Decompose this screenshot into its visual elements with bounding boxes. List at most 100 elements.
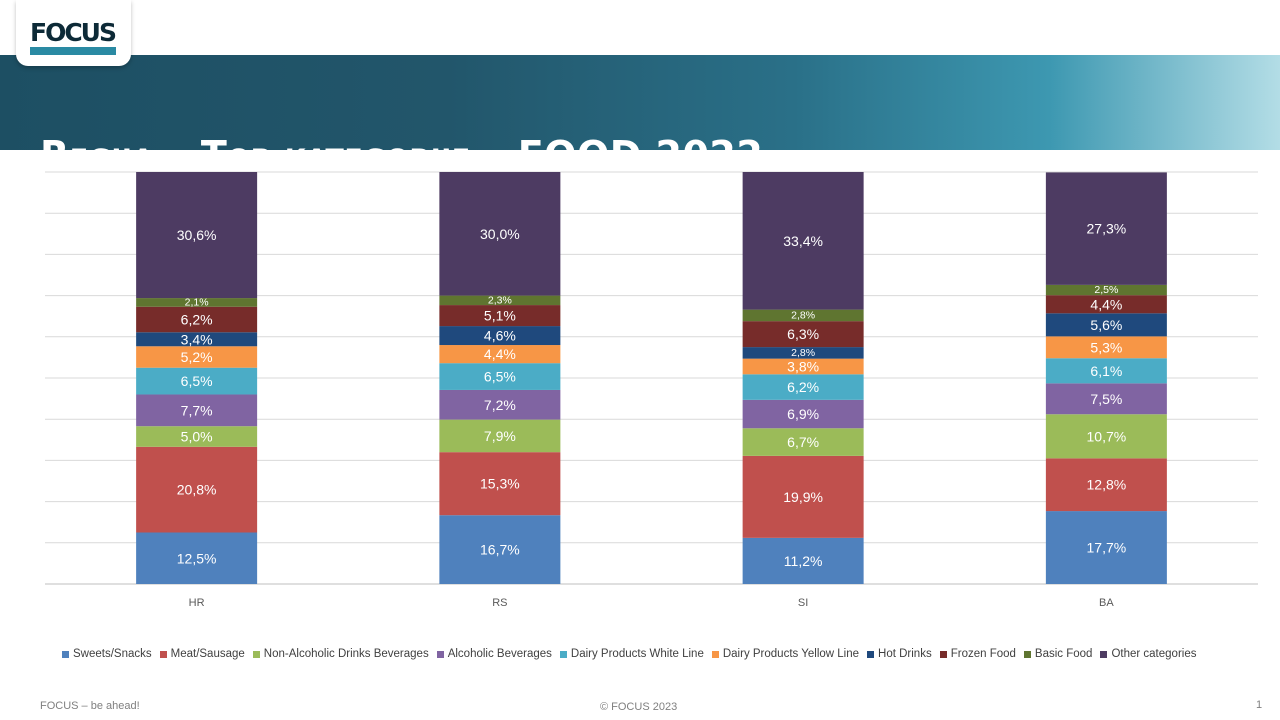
data-label: 2,8% — [791, 347, 815, 359]
data-label: 16,7% — [480, 542, 520, 558]
bar-segment — [439, 305, 561, 327]
data-label: 33,4% — [783, 233, 823, 249]
legend-item: Sweets/Snacks — [62, 648, 152, 660]
bar-segment — [742, 172, 864, 310]
bar-segment — [439, 363, 561, 390]
data-label: 7,9% — [484, 428, 516, 444]
legend-swatch — [1100, 650, 1108, 658]
data-label: 7,7% — [181, 402, 213, 418]
data-label: 3,8% — [787, 358, 819, 374]
bar-segment — [136, 332, 258, 347]
bar-segment — [1045, 511, 1167, 584]
bar-segment — [1045, 284, 1167, 296]
data-label: 11,2% — [784, 553, 823, 569]
x-tick-label: SI — [798, 597, 808, 609]
bar-segment — [742, 309, 864, 322]
legend-label: Other categories — [1111, 648, 1197, 660]
bar-segment — [742, 455, 864, 538]
bar-segment — [439, 419, 561, 453]
page-number: 1 — [1256, 699, 1263, 711]
bar-segment — [136, 346, 258, 368]
legend-item: Hot Drinks — [867, 648, 932, 660]
legend-item: Frozen Food — [939, 648, 1016, 660]
bar-segment — [439, 326, 561, 346]
bar-segment — [1045, 383, 1167, 415]
footer-slogan: FOCUS – be ahead! — [40, 700, 140, 712]
bar-segment — [136, 306, 258, 333]
data-label: 6,5% — [484, 369, 516, 385]
data-label: 6,2% — [787, 379, 819, 395]
bar-segment — [742, 428, 864, 456]
bar-segment — [439, 295, 561, 306]
legend-swatch — [62, 650, 69, 658]
legend-item: Dairy Products White Line — [559, 648, 704, 660]
legend-swatch — [867, 650, 875, 658]
data-label: 12,8% — [1087, 477, 1127, 493]
bar-segment — [439, 515, 561, 584]
bar-segment — [742, 374, 864, 400]
data-label: 19,9% — [783, 489, 823, 505]
data-label: 6,5% — [181, 373, 213, 389]
data-label: 4,6% — [484, 328, 516, 344]
logo-text: FOCUS — [30, 18, 117, 47]
data-label: 20,8% — [177, 482, 217, 498]
bar-segment — [742, 347, 864, 359]
legend-swatch — [252, 650, 260, 658]
bar-segment — [136, 172, 258, 299]
legend-item: Non-Alcoholic Drinks Beverages — [252, 648, 429, 660]
bar-segment — [1045, 358, 1167, 384]
legend-swatch — [939, 650, 947, 658]
legend-item: Other categories — [1100, 648, 1196, 660]
footer-copyright: © FOCUS 2023 — [600, 701, 678, 713]
bar-segment — [742, 537, 864, 584]
legend-swatch — [711, 650, 719, 658]
bar-segment — [742, 358, 864, 375]
data-label: 5,3% — [1090, 339, 1122, 355]
bar-segment — [1045, 313, 1167, 337]
data-label: 4,4% — [1090, 296, 1122, 312]
bar-segment — [742, 321, 864, 348]
bar-segment — [136, 446, 258, 533]
legend-item: Dairy Products Yellow Line — [711, 648, 859, 660]
chart-legend: Sweets/Snacks Meat/Sausage Non-Alcoholic D… — [62, 646, 1204, 662]
legend-swatch — [436, 650, 444, 658]
data-label: 6,7% — [787, 434, 819, 450]
x-tick-label: HR — [189, 597, 205, 609]
legend-label: Meat/Sausage — [170, 648, 245, 660]
legend-label: Frozen Food — [950, 648, 1016, 660]
data-label: 2,1% — [185, 296, 209, 308]
bar-segment — [439, 172, 561, 296]
data-label: 30,6% — [177, 227, 217, 243]
legend-label: Hot Drinks — [878, 648, 932, 660]
data-label: 10,7% — [1087, 428, 1127, 444]
data-label: 7,2% — [484, 397, 516, 413]
legend-swatch — [559, 650, 567, 658]
data-label: 3,4% — [181, 331, 213, 347]
page-title: Regija – Top kategorije – FOOD 2022. — [40, 133, 779, 177]
title-banner: Regija – Top kategorije – FOOD 2022. Baz… — [0, 55, 1280, 196]
data-label: 5,6% — [1090, 317, 1122, 333]
x-tick-label: BA — [1099, 597, 1114, 609]
legend-swatch — [1023, 650, 1031, 658]
bar-segment — [439, 452, 561, 516]
data-label: 2,8% — [791, 309, 815, 321]
legend-item: Alcoholic Beverages — [436, 648, 552, 660]
data-label: 30,0% — [480, 226, 520, 242]
legend-label: Basic Food — [1034, 648, 1093, 660]
data-label: 12,5% — [177, 550, 217, 566]
data-label: 5,2% — [181, 349, 213, 365]
bar-segment — [1045, 172, 1167, 285]
bar-segment — [136, 426, 258, 447]
data-label: 5,0% — [181, 429, 213, 445]
bar-segment — [136, 367, 258, 395]
data-label: 2,5% — [1094, 284, 1118, 296]
data-label: 15,3% — [480, 476, 520, 492]
data-label: 4,4% — [484, 346, 516, 362]
bar-segment — [439, 345, 561, 364]
legend-label: Sweets/Snacks — [73, 648, 152, 660]
bar-segment — [439, 389, 561, 420]
legend-item: Meat/Sausage — [159, 648, 245, 660]
data-label: 2,3% — [488, 294, 512, 306]
bar-segment — [1045, 458, 1167, 512]
